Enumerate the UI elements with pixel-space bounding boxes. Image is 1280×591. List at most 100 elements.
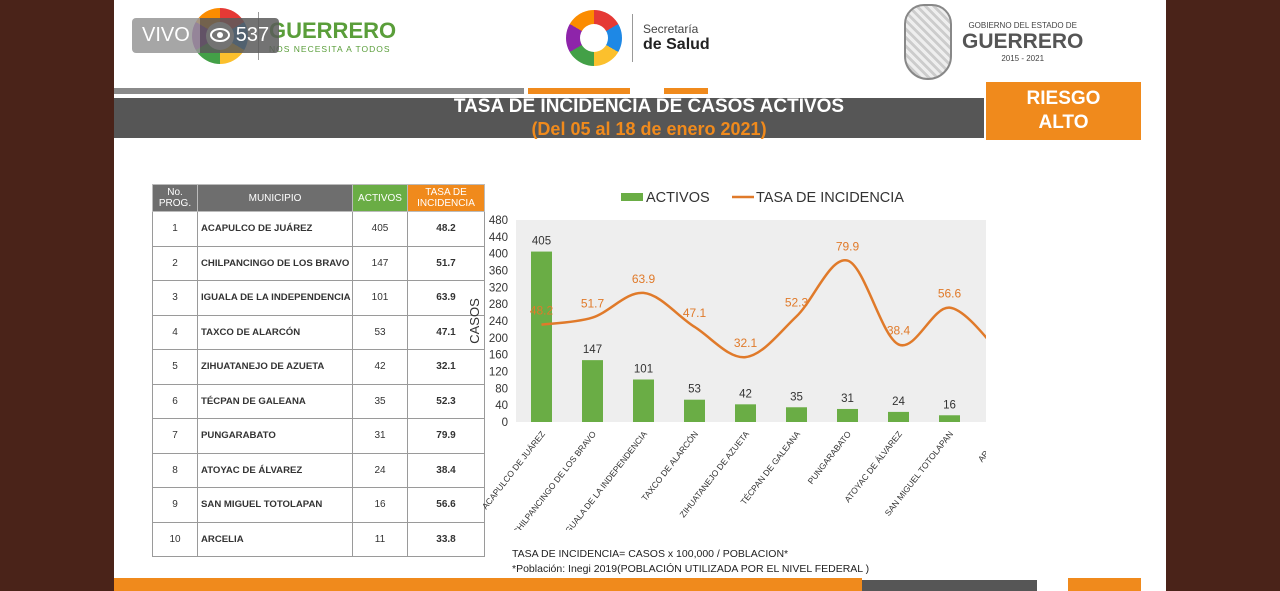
x-tick-label: TAXCO DE ALARCÓN <box>639 429 700 503</box>
row-tasa: 48.2 <box>407 211 485 247</box>
bar <box>531 251 552 422</box>
y-tick-label: 120 <box>489 367 508 379</box>
row-municipio: ATOYAC DE ÁLVAREZ <box>197 452 353 488</box>
y-tick-label: 200 <box>489 333 508 345</box>
y-tick-label: 440 <box>489 232 508 244</box>
y-axis-label: CASOS <box>467 298 482 344</box>
x-tick-label: PUNGARABATO <box>806 429 854 486</box>
risk-line1: RIESGO <box>1026 88 1101 109</box>
eye-icon <box>209 28 230 42</box>
row-municipio: PUNGARABATO <box>197 418 353 454</box>
row-tasa: 38.4 <box>407 452 485 488</box>
row-number: 4 <box>152 314 198 350</box>
y-tick-label: 40 <box>495 400 508 412</box>
table-row: 2 CHILPANCINGO DE LOS BRAVO 147 51.7 <box>152 245 485 281</box>
bar-data-label: 53 <box>688 384 701 396</box>
bar <box>786 407 807 422</box>
line-data-label: 79.9 <box>836 240 860 254</box>
risk-line2: ALTO <box>1038 112 1089 133</box>
line-data-label: 56.6 <box>938 287 962 301</box>
table-row: 6 TÉCPAN DE GALEANA 35 52.3 <box>152 383 485 419</box>
left-background <box>0 0 114 591</box>
row-tasa: 33.8 <box>407 521 485 557</box>
bar-data-label: 31 <box>841 393 854 405</box>
table-row: 9 SAN MIGUEL TOTOLAPAN 16 56.6 <box>152 487 485 523</box>
live-label: VIVO <box>132 17 200 53</box>
gobierno-years: 2015 - 2021 <box>1001 54 1045 63</box>
row-activos: 35 <box>352 383 408 419</box>
gobierno-name: GUERRERO <box>962 30 1084 53</box>
bar <box>888 411 909 422</box>
salud-bottom: de Salud <box>643 36 710 53</box>
y-tick-label: 400 <box>489 249 508 261</box>
row-number: 8 <box>152 452 198 488</box>
slide: GUERRERO NOS NECESITA A TODOS Secretaría… <box>114 0 1166 591</box>
row-number: 7 <box>152 418 198 454</box>
incidence-line <box>541 259 986 359</box>
formula-note: TASA DE INCIDENCIA= CASOS x 100,000 / PO… <box>512 548 789 560</box>
legend-tasa: TASA DE INCIDENCIA <box>756 190 904 206</box>
row-municipio: TAXCO DE ALARCÓN <box>197 314 353 350</box>
municipality-table: No. PROG. MUNICIPIO ACTIVOS TASA DE INCI… <box>152 184 485 557</box>
line-data-label: 51.7 <box>581 297 605 311</box>
line-data-label: 52.3 <box>785 295 809 309</box>
salud-top: Secretaría <box>643 22 699 36</box>
right-background <box>1166 0 1280 591</box>
header-bar <box>114 98 984 138</box>
bar <box>633 379 654 422</box>
row-number: 10 <box>152 521 198 557</box>
state-shield-icon <box>904 4 952 80</box>
salud-emblem-icon <box>566 10 622 66</box>
x-tick-label: ARCELIA <box>976 429 986 464</box>
bar-data-label: 101 <box>634 363 653 375</box>
row-municipio: CHILPANCINGO DE LOS BRAVO <box>197 245 353 281</box>
row-tasa: 63.9 <box>407 280 485 316</box>
row-municipio: ARCELIA <box>197 521 353 557</box>
incidence-chart: 0408012016020024028032036040044048002040… <box>467 190 986 530</box>
y-tick-label: 360 <box>489 266 508 278</box>
line-data-label: 48.2 <box>530 304 554 318</box>
row-tasa: 52.3 <box>407 383 485 419</box>
line-data-label: 32.1 <box>734 336 758 350</box>
col-municipio: MUNICIPIO <box>197 184 353 212</box>
row-tasa: 56.6 <box>407 487 485 523</box>
bar <box>939 415 960 422</box>
row-municipio: SAN MIGUEL TOTOLAPAN <box>197 487 353 523</box>
table-row: 3 IGUALA DE LA INDEPENDENCIA 101 63.9 <box>152 280 485 316</box>
table-row: 5 ZIHUATANEJO DE AZUETA 42 32.1 <box>152 349 485 385</box>
viewer-count-value: 537 <box>235 23 270 46</box>
footer-stripes <box>114 578 1141 591</box>
x-tick-label: TÉCPAN DE GALEANA <box>738 429 802 507</box>
y-tick-label: 0 <box>502 417 508 429</box>
line-data-label: 63.9 <box>632 272 656 286</box>
page-subtitle: (Del 05 al 18 de enero 2021) <box>531 119 767 139</box>
header-stripes <box>114 88 708 94</box>
row-tasa: 51.7 <box>407 245 485 281</box>
legend-bar-swatch <box>621 193 643 201</box>
row-activos: 53 <box>352 314 408 350</box>
row-municipio: IGUALA DE LA INDEPENDENCIA <box>197 280 353 316</box>
viewer-count: 537 <box>199 17 280 53</box>
gobierno-top: GOBIERNO DEL ESTADO DE <box>968 21 1077 30</box>
table-row: 10 ARCELIA 11 33.8 <box>152 521 485 557</box>
col-tasa: TASA DE INCIDENCIA <box>407 184 485 212</box>
row-number: 1 <box>152 211 198 247</box>
y-tick-label: 240 <box>489 316 508 328</box>
bar-data-label: 42 <box>739 388 752 400</box>
table-row: 8 ATOYAC DE ÁLVAREZ 24 38.4 <box>152 452 485 488</box>
row-municipio: ZIHUATANEJO DE AZUETA <box>197 349 353 385</box>
row-activos: 11 <box>352 521 408 557</box>
line-data-label: 47.1 <box>683 306 707 320</box>
y-tick-label: 480 <box>489 215 508 227</box>
row-activos: 147 <box>352 245 408 281</box>
row-number: 2 <box>152 245 198 281</box>
row-number: 9 <box>152 487 198 523</box>
y-tick-label: 280 <box>489 299 508 311</box>
col-no: No. PROG. <box>152 184 198 212</box>
row-tasa: 32.1 <box>407 349 485 385</box>
logo-name: GUERRERO <box>269 18 397 43</box>
table-header-row: No. PROG. MUNICIPIO ACTIVOS TASA DE INCI… <box>152 184 485 212</box>
row-number: 3 <box>152 280 198 316</box>
bar-data-label: 147 <box>583 344 602 356</box>
y-tick-label: 320 <box>489 282 508 294</box>
